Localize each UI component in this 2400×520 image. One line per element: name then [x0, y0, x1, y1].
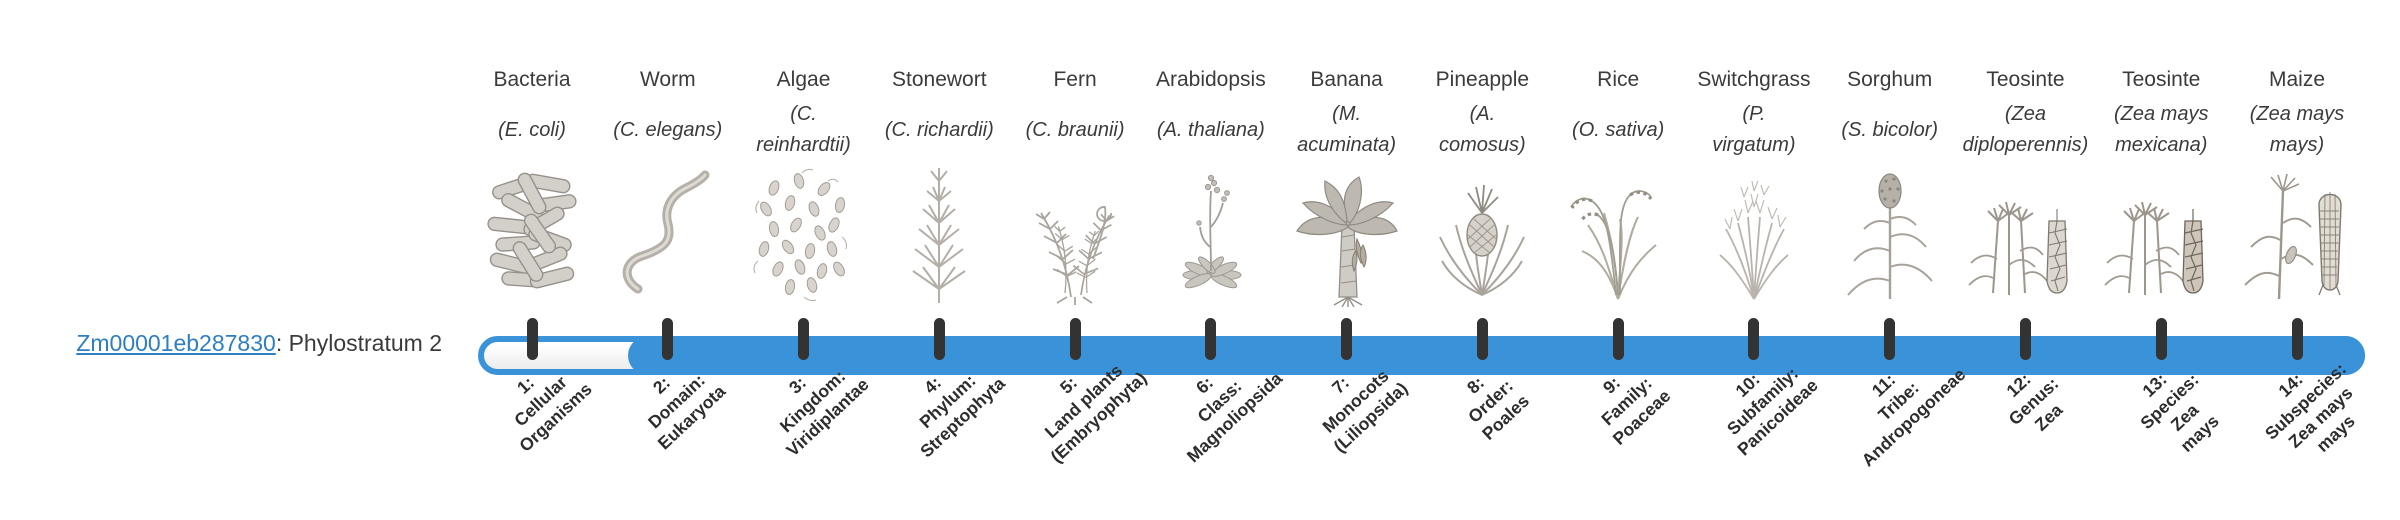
organism-common-name: Teosinte — [1986, 68, 2065, 91]
organism-common-name: Banana — [1310, 68, 1383, 91]
worm-illustration — [608, 163, 728, 307]
teosinte2-illustration — [2101, 163, 2221, 307]
organism-species-name: (C. richardii) — [860, 97, 1018, 163]
gene-label: Zm00001eb287830: Phylostratum 2 — [20, 330, 442, 357]
species-text: (S. bicolor) — [1841, 118, 1939, 141]
timeline-bar-fill — [628, 336, 2365, 375]
gene-id-link[interactable]: Zm00001eb287830 — [76, 330, 276, 356]
organism-common-name: Switchgrass — [1697, 68, 1811, 91]
organism-species-name: (E. coli) — [453, 97, 611, 163]
organism-species-name: (O. sativa) — [1539, 97, 1697, 163]
organism-common-name: Rice — [1597, 68, 1640, 91]
phylostratum-text: : Phylostratum 2 — [275, 330, 442, 356]
organism-common-name: Fern — [1053, 68, 1097, 91]
stratum-tick — [1748, 318, 1760, 360]
organism-species-name: (S. bicolor) — [1811, 97, 1969, 163]
organism-common-name: Maize — [2268, 68, 2326, 91]
arabidopsis-illustration — [1151, 163, 1271, 307]
organism-common-name: Stonewort — [892, 68, 987, 91]
organism-species-name: (C. braunii) — [996, 97, 1154, 163]
stratum-tick — [1476, 318, 1488, 360]
species-text: (M. acuminata) — [1297, 103, 1397, 156]
organism-common-name: Pineapple — [1435, 68, 1530, 91]
organism-species-name: (A. thaliana) — [1132, 97, 1290, 163]
stratum-tick — [933, 318, 945, 360]
stratum-tick — [1205, 318, 1217, 360]
organism-species-name: (A. comosus) — [1403, 97, 1561, 163]
organism-species-name: (Zea mays mexicana) — [2082, 97, 2240, 163]
switchgrass-illustration — [1694, 163, 1814, 307]
species-text: (C. richardii) — [884, 118, 994, 141]
species-text: (Zea mays mays) — [2249, 103, 2345, 156]
species-text: (Zea diploperennis) — [1962, 103, 2089, 156]
algae-illustration — [744, 163, 864, 307]
species-text: (Zea mays mexicana) — [2114, 103, 2209, 156]
sorghum-illustration — [1830, 163, 1950, 307]
species-text: (O. sativa) — [1572, 118, 1665, 141]
organism-species-name: (C. reinhardtii) — [725, 97, 883, 163]
organism-species-name: (Zea diploperennis) — [1946, 97, 2104, 163]
organism-species-name: (Zea mays mays) — [2218, 97, 2376, 163]
stratum-tick — [526, 318, 538, 360]
organism-common-name: Arabidopsis — [1155, 68, 1266, 91]
species-text: (E. coli) — [498, 118, 566, 141]
species-text: (A. thaliana) — [1156, 118, 1265, 141]
stratum-tick — [798, 318, 810, 360]
organism-common-name: Sorghum — [1847, 68, 1933, 91]
organism-common-name: Worm — [639, 68, 696, 91]
stratum-tick — [1341, 318, 1353, 360]
stratum-tick — [1884, 318, 1896, 360]
organism-common-name: Bacteria — [493, 68, 571, 91]
organism-common-name: Algae — [776, 68, 831, 91]
stratum-tick — [662, 318, 674, 360]
stratum-tick — [1069, 318, 1081, 360]
pineapple-illustration — [1422, 163, 1542, 307]
organism-common-name: Teosinte — [2122, 68, 2201, 91]
species-text: (P. virgatum) — [1712, 103, 1796, 156]
banana-illustration — [1287, 163, 1407, 307]
organism-species-name: (P. virgatum) — [1675, 97, 1833, 163]
maize-illustration — [2237, 163, 2357, 307]
organism-species-name: (C. elegans) — [589, 97, 747, 163]
stratum-tick — [2155, 318, 2167, 360]
species-text: (A. comosus) — [1439, 103, 1526, 156]
organism-species-name: (M. acuminata) — [1268, 97, 1426, 163]
stratum-tick — [2019, 318, 2031, 360]
bacteria-illustration — [472, 163, 592, 307]
species-text: (C. braunii) — [1025, 118, 1125, 141]
teosinte-illustration — [1965, 163, 2085, 307]
fern-illustration — [1015, 163, 1135, 307]
stonewort-illustration — [879, 163, 999, 307]
species-text: (C. reinhardtii) — [756, 103, 851, 156]
stratum-tick — [2291, 318, 2303, 360]
species-text: (C. elegans) — [613, 118, 723, 141]
rice-illustration — [1558, 163, 1678, 307]
stratum-tick — [1612, 318, 1624, 360]
